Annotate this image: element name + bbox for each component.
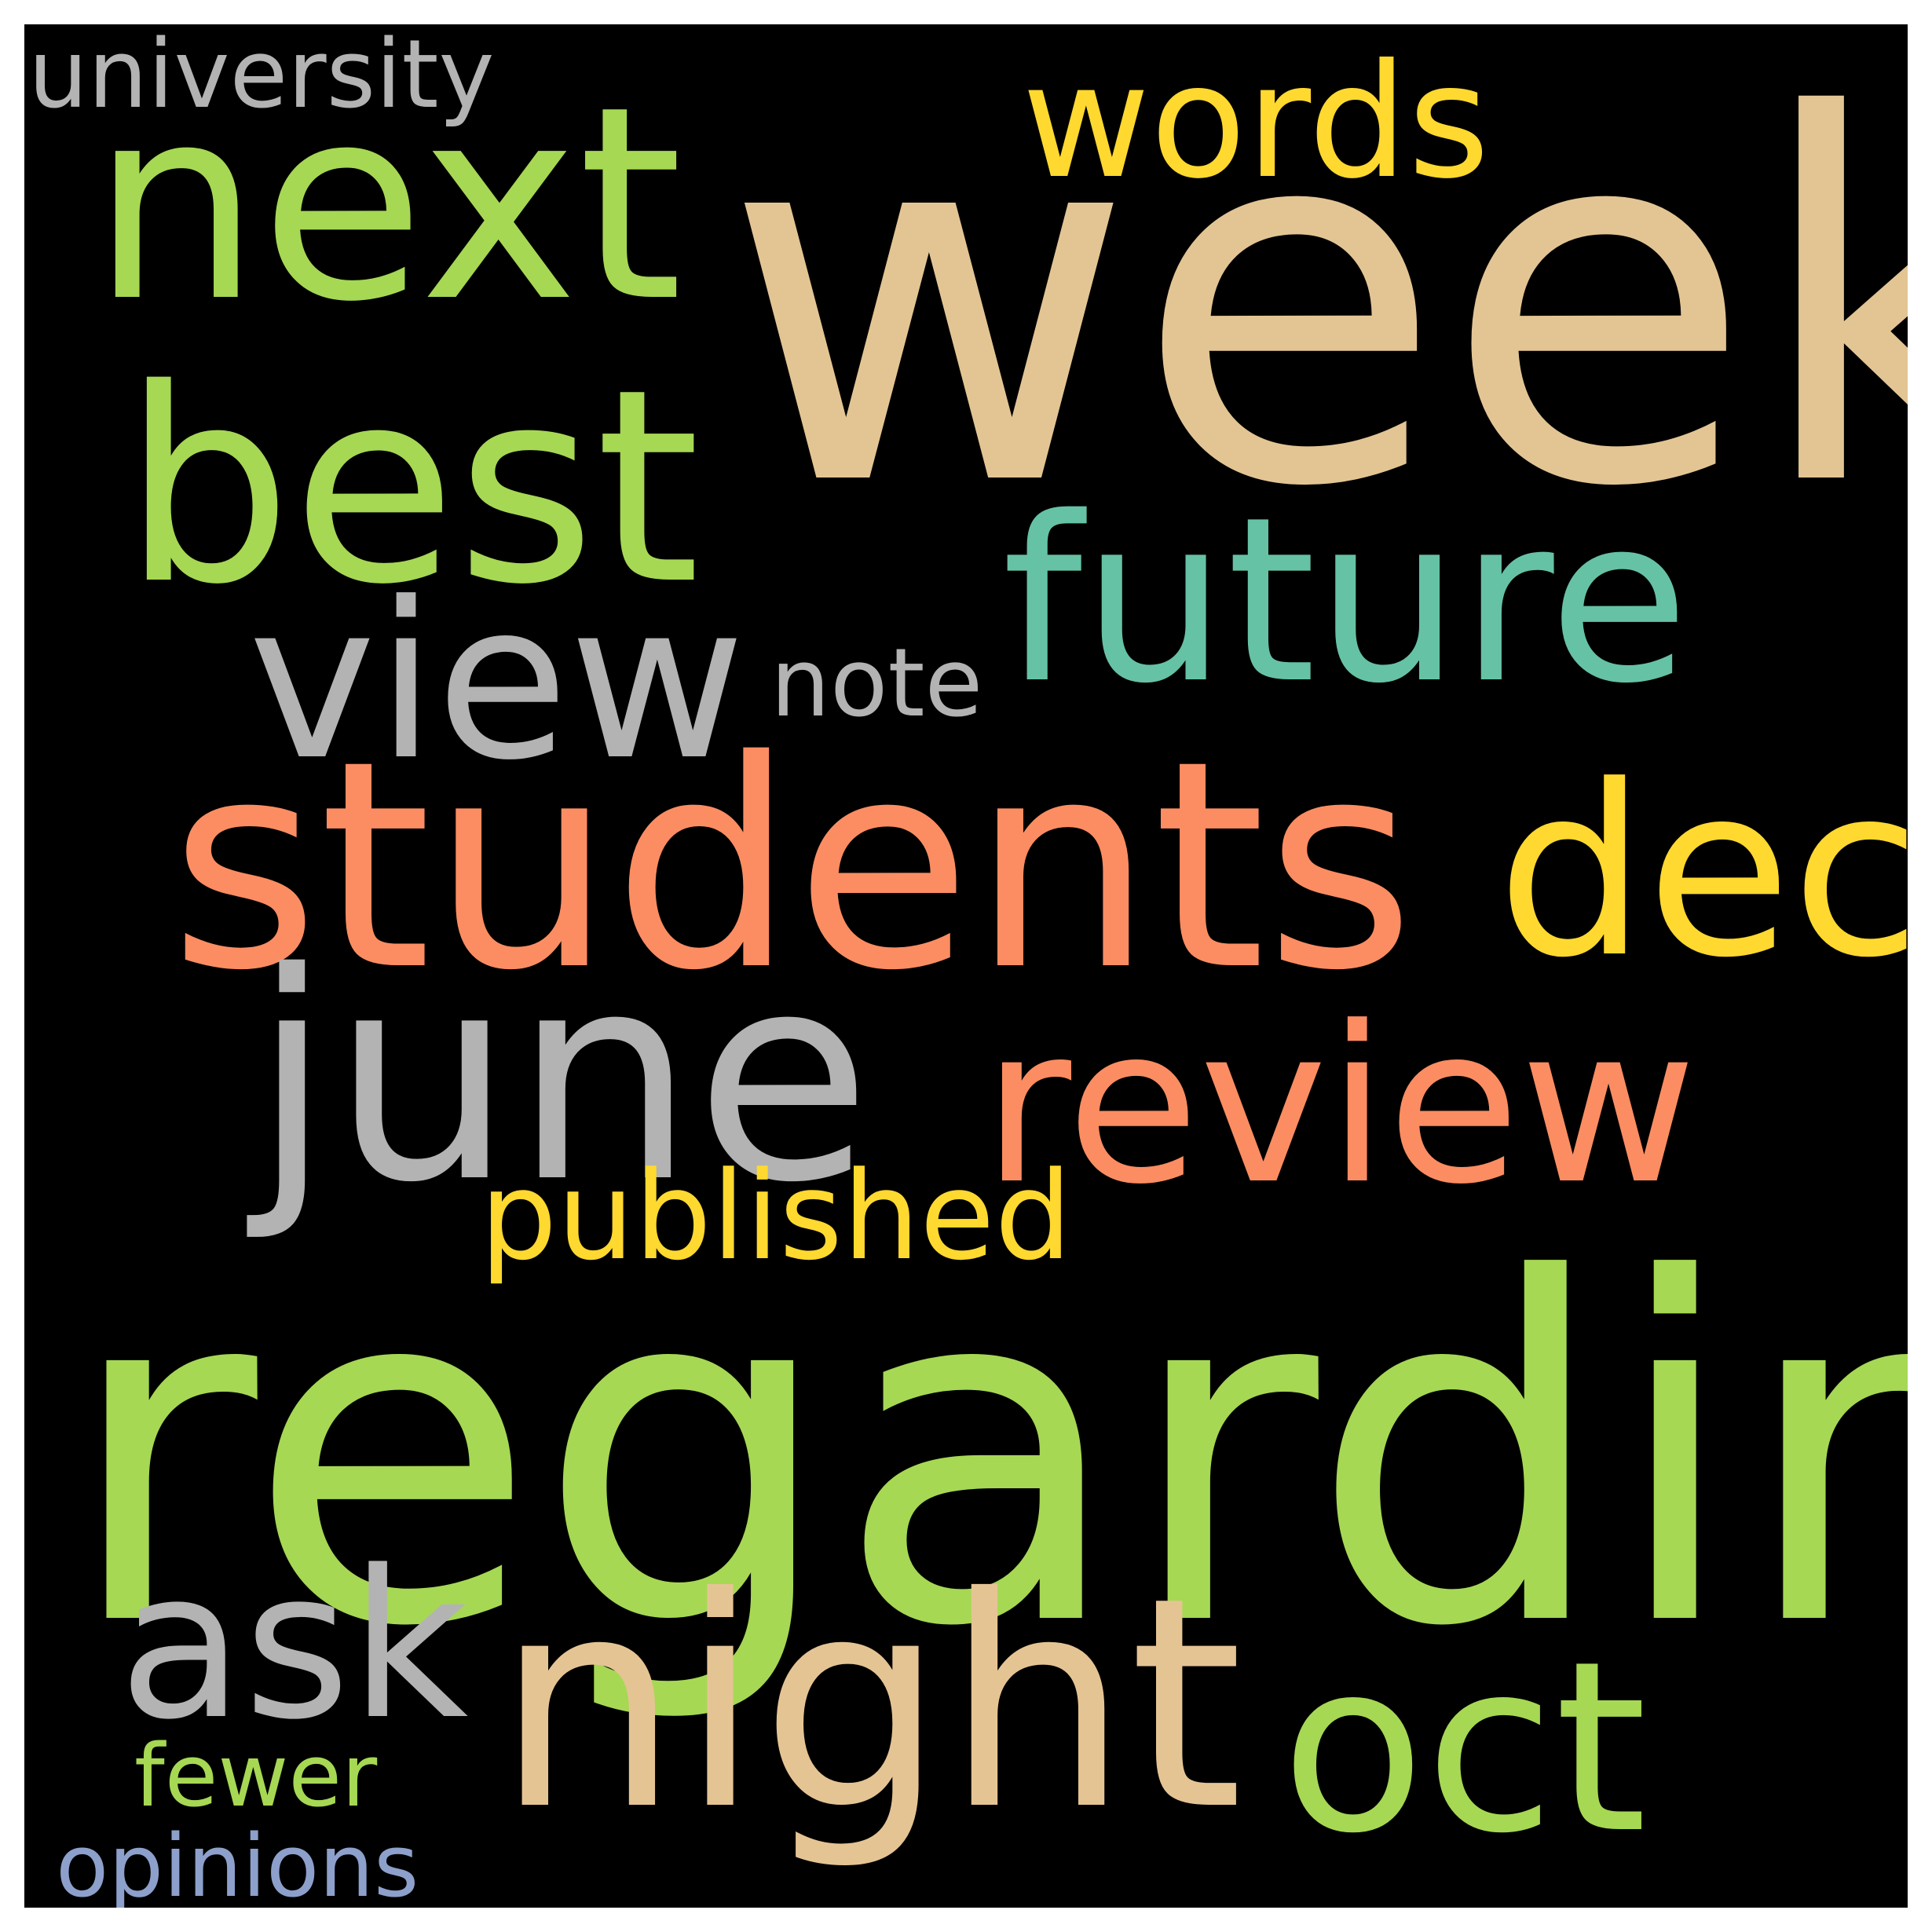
word-university: university [28,24,495,130]
word-opinions: opinions [56,1816,419,1908]
word-oct: oct [1281,1611,1648,1885]
word-students: students [170,700,1415,1034]
word-view: view [248,556,746,807]
word-note: note [770,629,983,738]
word-words: words [1022,31,1490,214]
word-ask: ask [119,1528,469,1765]
word-future: future [1002,469,1689,734]
word-week: week [723,24,1908,596]
word-june: june [252,912,872,1246]
word-fewer: fewer [134,1725,378,1826]
word-night: night [496,1536,1243,1874]
word-dec: dec [1497,735,1908,1009]
word-best: best [123,332,701,643]
word-next: next [91,49,683,360]
word-published: published [480,1145,1072,1287]
word-review: review [982,980,1697,1231]
word-regarding: regarding [64,1180,1908,1729]
word-cloud: week words university next best future v… [24,24,1908,1908]
